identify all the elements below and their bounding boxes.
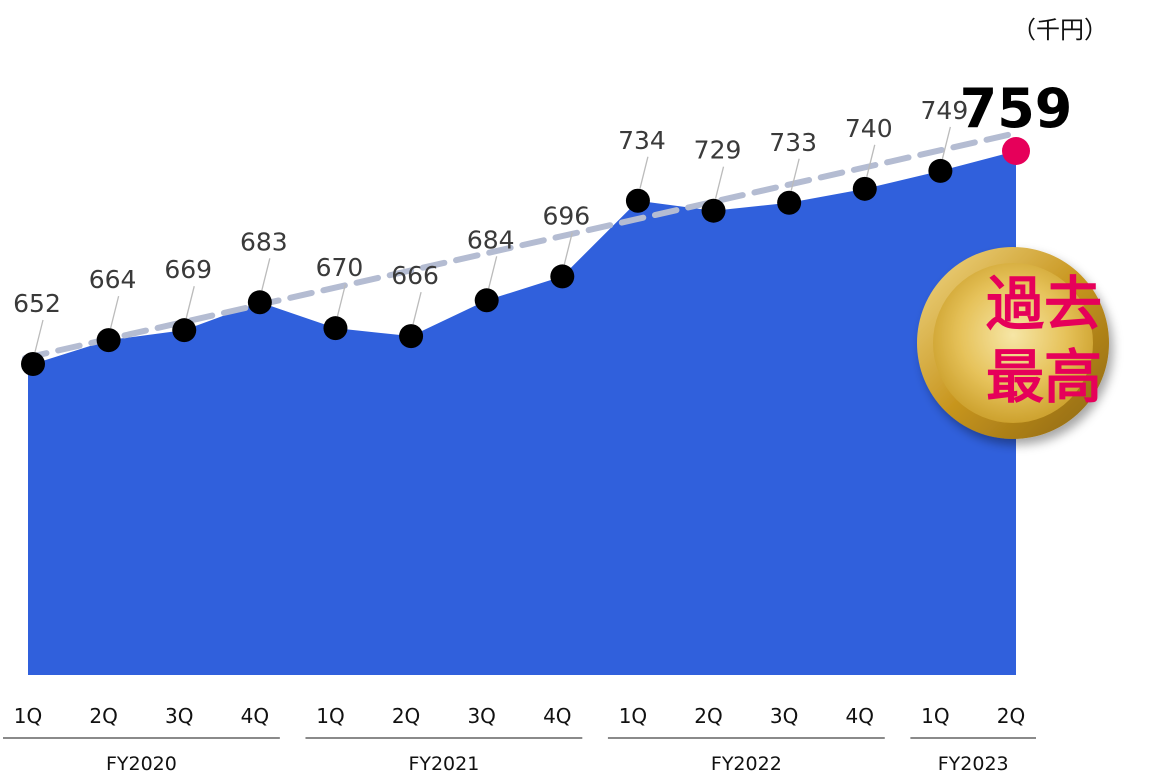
group-label: FY2020 <box>106 753 177 775</box>
x-tick-label: 1Q <box>619 704 647 728</box>
x-tick-label: 3Q <box>770 704 798 728</box>
data-label: 729 <box>694 136 742 165</box>
badge-line2: 最高 <box>986 343 1102 411</box>
group-label: FY2023 <box>938 753 1009 775</box>
data-label: 683 <box>240 227 288 256</box>
data-label: 652 <box>13 289 61 318</box>
record-high-badge <box>917 247 1109 439</box>
x-tick-label: 4Q <box>846 704 874 728</box>
x-tick-label: 2Q <box>89 704 117 728</box>
area-series <box>28 151 1016 675</box>
label-leader <box>34 319 44 353</box>
x-tick-label: 2Q <box>997 704 1025 728</box>
data-label: 684 <box>467 225 515 254</box>
label-leader <box>412 291 422 325</box>
label-leader <box>563 232 573 265</box>
data-label: 669 <box>164 255 212 284</box>
data-label: 749 <box>921 96 969 125</box>
data-label: 733 <box>769 128 817 157</box>
label-leader <box>261 258 271 291</box>
group-label: FY2021 <box>408 753 479 775</box>
data-point <box>701 198 726 223</box>
label-leader <box>790 158 800 191</box>
label-leader <box>109 295 120 329</box>
x-tick-label: 1Q <box>921 704 949 728</box>
x-tick-label: 1Q <box>316 704 344 728</box>
data-label: 670 <box>316 253 364 282</box>
data-point <box>777 190 802 215</box>
data-point-highlight <box>1002 137 1030 165</box>
label-leader <box>639 156 649 189</box>
group-label: FY2022 <box>711 753 782 775</box>
x-tick-label: 3Q <box>467 704 495 728</box>
data-point <box>21 352 45 376</box>
data-point <box>852 176 877 201</box>
badge-line1: 過去 <box>986 270 1102 338</box>
data-label: 740 <box>845 114 893 143</box>
data-point <box>550 264 575 289</box>
data-label: 734 <box>618 126 666 155</box>
data-label: 664 <box>89 265 137 294</box>
x-tick-label: 3Q <box>165 704 193 728</box>
data-label: 666 <box>391 261 439 290</box>
data-point <box>928 158 953 183</box>
data-point <box>96 328 121 353</box>
data-point <box>323 316 348 341</box>
x-tick-label: 1Q <box>14 704 42 728</box>
x-tick-label: 4Q <box>543 704 571 728</box>
label-leader <box>714 166 725 199</box>
label-leader <box>185 286 195 319</box>
x-tick-label: 4Q <box>241 704 269 728</box>
label-leader <box>336 284 347 317</box>
data-point <box>399 324 424 349</box>
data-point <box>172 318 197 343</box>
unit-label: （千円） <box>1012 16 1108 44</box>
data-point <box>247 290 272 315</box>
label-leader <box>866 144 876 177</box>
label-leader <box>941 126 952 160</box>
x-tick-label: 2Q <box>392 704 420 728</box>
data-point <box>625 188 650 213</box>
x-tick-label: 2Q <box>694 704 722 728</box>
data-label-highlight: 759 <box>960 77 1073 140</box>
data-label: 696 <box>542 201 590 230</box>
data-point <box>474 288 499 313</box>
label-leader <box>488 256 498 289</box>
